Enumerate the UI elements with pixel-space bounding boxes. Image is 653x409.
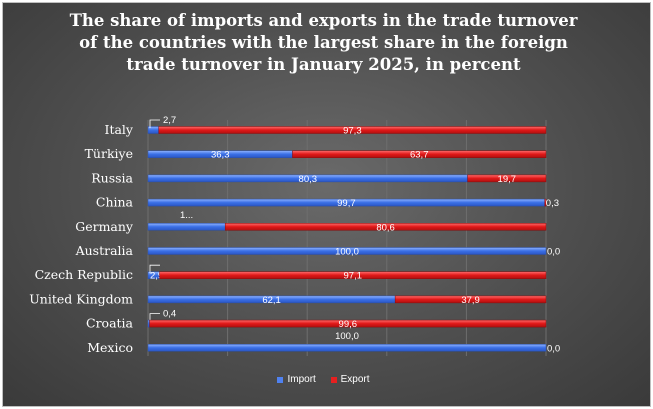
data-label-export: 0,0: [547, 247, 560, 258]
data-label-export: 97,1: [344, 271, 363, 282]
label-leader: [149, 264, 160, 274]
label-leader: [149, 313, 160, 322]
legend-swatch-import: [277, 376, 284, 383]
bar-import: [147, 223, 226, 231]
category-label: Italy: [105, 122, 134, 137]
data-label-import: 99,7: [337, 198, 356, 209]
bar-export: [394, 295, 547, 304]
legend-item-export: Export: [330, 374, 370, 385]
category-label: Türkiye: [85, 146, 133, 161]
data-label-import: 1...: [180, 210, 193, 221]
data-label-export: 97,3: [343, 126, 362, 137]
data-label-import: 2,7: [163, 115, 176, 126]
category-label: Czech Republic: [35, 267, 133, 282]
label-leader: [149, 119, 160, 128]
category-label: Russia: [91, 170, 133, 185]
data-label-export: 99,6: [339, 319, 358, 330]
data-label-import: 80,3: [299, 174, 318, 185]
legend-swatch-export: [330, 376, 337, 383]
legend-label-import: Import: [287, 374, 316, 385]
category-label: Mexico: [87, 340, 133, 355]
bar-export: [467, 174, 547, 183]
bar-export: [158, 126, 547, 134]
legend: Import Export: [0, 374, 647, 386]
data-label-export: 80,6: [376, 222, 395, 233]
data-label-import: 0,4: [163, 309, 176, 320]
bar-export: [159, 271, 547, 279]
data-label-import: 62,1: [262, 295, 281, 306]
legend-label-export: Export: [340, 374, 370, 385]
category-label: United Kingdom: [29, 291, 133, 306]
chart-title: The share of imports and exports in the …: [69, 11, 578, 74]
data-label-export: 37,9: [461, 295, 480, 306]
category-label: China: [96, 195, 134, 210]
category-label: Germany: [75, 219, 134, 234]
legend-item-import: Import: [277, 374, 316, 385]
bar-export: [224, 223, 547, 231]
data-label-export: 0,3: [546, 198, 559, 209]
category-label: Australia: [75, 243, 134, 258]
bar-import: [147, 247, 547, 255]
bar-export: [292, 150, 547, 158]
data-label-import: 2,9: [150, 271, 163, 282]
bar-import: [147, 344, 547, 352]
category-label: Croatia: [86, 316, 134, 331]
data-label-export: 19,7: [498, 174, 517, 185]
data-label-export: 0,0: [547, 343, 560, 354]
data-label-import: 100,0: [335, 331, 359, 342]
data-label-export: 63,7: [410, 150, 429, 161]
data-label-import: 100,0: [335, 247, 359, 258]
bar-export: [149, 319, 547, 328]
bar-export: [544, 198, 547, 207]
data-label-import: 36,3: [211, 150, 230, 161]
